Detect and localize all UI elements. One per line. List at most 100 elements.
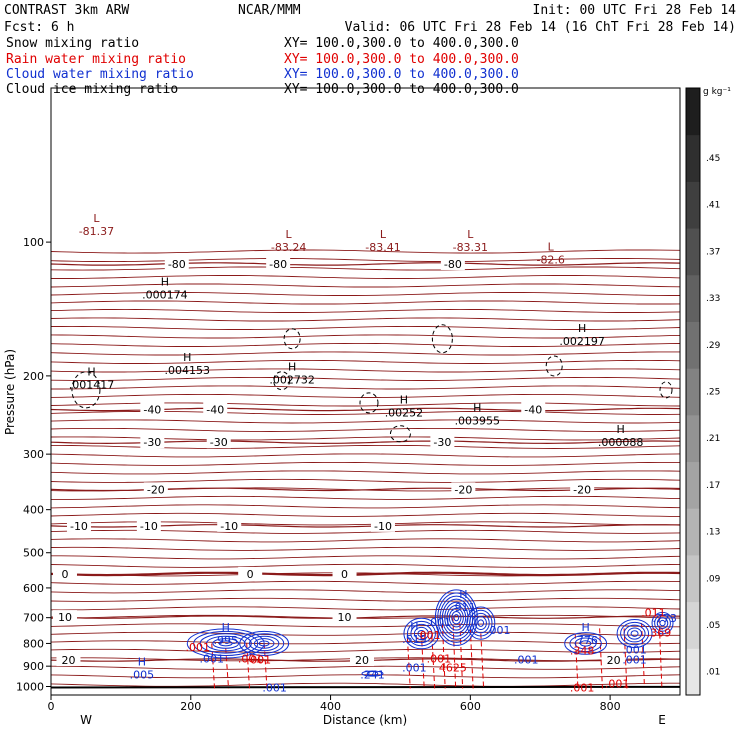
isotherm-line <box>51 648 680 653</box>
isotherm-label: -30 <box>143 436 161 449</box>
y-tick-label: 900 <box>23 660 44 673</box>
isotherm-label-bg <box>601 653 626 667</box>
cloud-water-contour <box>253 638 275 649</box>
isotherm-line <box>51 470 680 475</box>
cloud-water-label-value: .001 <box>402 661 427 674</box>
rain-contour <box>599 628 603 689</box>
temperature-extreme-marker: L <box>93 212 100 225</box>
rain-label-value: 001 <box>250 654 271 667</box>
isotherm-labelled-line <box>51 615 680 619</box>
colorbar-band <box>686 321 700 369</box>
cloud-water-label-value: .519 <box>402 633 427 646</box>
colorbar-band <box>686 601 700 649</box>
cloud-water-label-marker: H <box>410 620 418 633</box>
cloud-ice-maximum-marker: H <box>161 276 169 289</box>
cloud-water-contour <box>361 670 384 677</box>
cloud-ice-maximum-value: .003955 <box>455 414 501 427</box>
isotherm-line <box>51 563 680 568</box>
temperature-extreme-marker: L <box>548 241 555 254</box>
cloud-ice-maximum-value: .000088 <box>598 436 644 449</box>
cloud-water-contour <box>366 671 379 677</box>
rain-label-value: .001 <box>238 653 263 666</box>
isotherm-label: -80 <box>444 258 462 271</box>
cloud-water-contours <box>186 589 674 677</box>
isotherm-label: -30 <box>433 436 451 449</box>
rain-label-value: .001 <box>186 641 211 654</box>
cloud-ice-maximum-marker: H <box>87 365 95 378</box>
isotherm-line <box>51 665 680 670</box>
isotherm-label-bg <box>164 256 189 270</box>
snow-contour <box>273 371 291 391</box>
isotherm-label-bg <box>521 402 546 416</box>
cloud-water-contour <box>659 619 666 627</box>
isotherm-label-bg <box>52 610 77 624</box>
isotherm-line <box>51 606 680 611</box>
valid-time: Valid: 06 UTC Fri 28 Feb 14 (16 ChT Fri … <box>345 20 736 35</box>
cloud-ice-maximum-value: .002732 <box>269 374 315 387</box>
isotherm-label-bg <box>332 566 357 580</box>
isotherm-line <box>51 546 680 551</box>
snow-contour <box>431 324 453 354</box>
cloud-water-contour <box>199 633 252 654</box>
cloud-ice-maximum-marker: H <box>473 401 481 414</box>
isotherm-line <box>51 317 680 322</box>
y-tick-label: 500 <box>23 547 44 560</box>
isotherm-label: -10 <box>220 520 238 533</box>
cloud-water-label-value: .001 <box>622 644 647 657</box>
y-tick-label: 800 <box>23 637 44 650</box>
x-tick-label: 600 <box>460 700 481 713</box>
x-axis-west-label: W <box>80 713 92 727</box>
cloud-water-label-marker: H <box>459 588 467 601</box>
cloud-water-contour <box>218 640 233 647</box>
isotherm-line <box>51 623 680 628</box>
rain-contour <box>225 648 230 689</box>
temperature-extreme-marker: L <box>467 228 474 241</box>
colorbar-band <box>686 368 700 416</box>
cloud-water-label-value: .005 <box>130 669 155 682</box>
isotherm-labelled-line <box>51 571 680 577</box>
cloud-water-label-value: .001 <box>514 654 539 667</box>
rain-contour <box>658 617 663 687</box>
isotherm-line <box>51 249 680 254</box>
isotherm-label-bg <box>570 482 595 496</box>
isotherm-label: 0 <box>61 568 68 581</box>
isotherm-line <box>51 478 680 483</box>
colorbar-tick-label: .17 <box>706 481 720 491</box>
isotherm-label: 10 <box>58 611 72 624</box>
colorbar-band <box>686 414 700 463</box>
x-axis-east-label: E <box>658 713 666 727</box>
rain-label-value: .011 <box>641 606 666 619</box>
isotherm-line <box>51 597 680 602</box>
cloud-water-contour <box>564 632 608 655</box>
y-tick-label: 700 <box>23 612 44 625</box>
isotherm-label: -20 <box>454 483 472 496</box>
isotherm-line <box>51 393 680 398</box>
isotherm-line <box>51 258 680 263</box>
forecast-hour: Fcst: 6 h <box>4 20 74 35</box>
isotherm-label: 20 <box>607 654 621 667</box>
temperature-extreme-marker: L <box>286 228 293 241</box>
temperature-extreme-value: -83.41 <box>365 241 400 254</box>
isotherm-label-bg <box>52 566 77 580</box>
isotherm-line <box>51 292 680 296</box>
isotherm-line <box>51 283 680 288</box>
temperature-extreme-value: -82.6 <box>536 254 564 267</box>
isotherm-line <box>51 308 680 313</box>
cloud-water-contour <box>627 627 643 640</box>
colorbar-tick-label: .33 <box>706 294 720 304</box>
y-tick-label: 1000 <box>16 681 44 694</box>
isotherm-line <box>51 334 680 339</box>
colorbar-band <box>686 461 700 509</box>
isotherm-label: 0 <box>341 568 348 581</box>
isotherm-line <box>51 580 680 585</box>
cloud-water-contour <box>569 634 602 653</box>
cloud-ice-maximum-value: .001417 <box>69 378 115 391</box>
cloud-water-contour <box>193 630 259 657</box>
isotherm-line <box>51 461 680 466</box>
cloud-water-label-value: .001 <box>199 653 224 666</box>
cloud-water-contour <box>212 638 240 649</box>
isotherm-line <box>51 453 680 458</box>
plot-frame <box>50 87 681 696</box>
cloud-ice-maximum-marker: H <box>616 423 624 436</box>
isotherm-label-bg <box>217 518 242 532</box>
